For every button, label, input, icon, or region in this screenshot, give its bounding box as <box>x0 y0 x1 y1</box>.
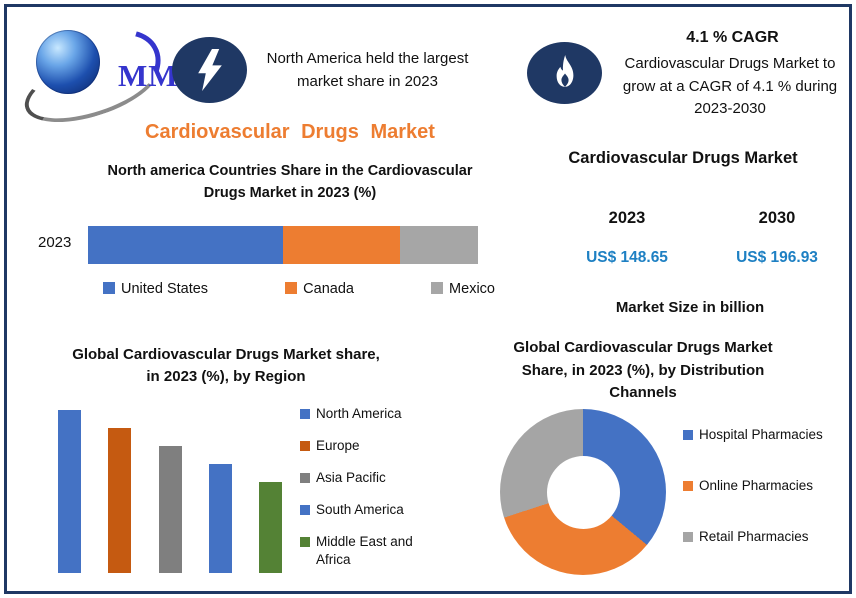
stacked-chart-title: North america Countries Share in the Car… <box>107 163 473 201</box>
legend-label-europe: Europe <box>316 437 360 453</box>
legend-swatch-asia-pacific <box>300 472 310 483</box>
legend-swatch-hospital-pharmacies <box>683 430 693 440</box>
donut-legend: Hospital Pharmacies Online Pharmacies Reta… <box>683 426 838 547</box>
legend-label-middle-east-and-africa: Middle East and Africa <box>316 533 413 568</box>
lightning-badge <box>172 37 247 103</box>
legend-swatch-retail-pharmacies <box>683 531 693 542</box>
region-bars <box>58 410 282 573</box>
legend-item-retail-pharmacies: Retail Pharmacies <box>683 528 838 547</box>
legend-item-north-america: North America <box>300 405 422 424</box>
legend-label-united-states: United States <box>121 281 209 297</box>
donut-chart-title: Global Cardiovascular Drugs Market Share… <box>513 339 773 401</box>
bar-europe <box>108 428 132 573</box>
legend-item-mexico: Mexico <box>431 280 495 300</box>
market-size-columns: 2023 US$ 148.65 2030 US$ 196.93 <box>552 209 852 267</box>
flame-badge <box>527 42 602 104</box>
stacked-bar-legend: United States Canada Mexico <box>103 280 495 300</box>
region-legend: North America Europe Asia Pacific South Ame… <box>300 405 422 570</box>
market-value-2023: US$ 148.65 <box>586 249 668 266</box>
legend-label-canada: Canada <box>303 281 354 297</box>
market-size-unit-label: Market Size in billion <box>615 299 765 316</box>
legend-swatch-united-states <box>103 282 115 294</box>
bar-segment-mexico <box>400 226 478 264</box>
legend-label-online-pharmacies: Online Pharmacies <box>699 477 814 493</box>
bar-segment-canada <box>283 226 400 264</box>
highlight-note: North America held the largest market sh… <box>266 50 469 91</box>
legend-item-hospital-pharmacies: Hospital Pharmacies <box>683 426 838 445</box>
market-size-col-2023: 2023 US$ 148.65 <box>552 209 702 267</box>
legend-item-canada: Canada <box>285 280 354 300</box>
legend-label-mexico: Mexico <box>449 281 495 297</box>
legend-swatch-europe <box>300 440 310 451</box>
lightning-icon <box>197 49 222 91</box>
donut-chart <box>500 409 666 575</box>
legend-item-asia-pacific: Asia Pacific <box>300 469 422 488</box>
legend-label-south-america: South America <box>316 501 404 517</box>
donut-hole <box>546 455 620 529</box>
legend-swatch-south-america <box>300 504 310 515</box>
legend-swatch-middle-east-and-africa <box>300 536 310 547</box>
legend-swatch-canada <box>285 282 298 294</box>
legend-label-asia-pacific: Asia Pacific <box>316 469 386 485</box>
year-label-2030: 2030 <box>758 209 796 227</box>
mmr-logo: MMR <box>16 16 201 137</box>
market-size-title: Cardiovascular Drugs Market <box>568 149 798 167</box>
legend-item-middle-east-and-africa: Middle East and Africa <box>300 533 422 571</box>
globe-icon <box>36 30 100 94</box>
main-title: Cardiovascular Drugs Market <box>145 121 435 143</box>
bar-asia-pacific <box>158 446 182 573</box>
legend-item-online-pharmacies: Online Pharmacies <box>683 477 838 496</box>
bar-middle-east-and-africa <box>259 482 282 573</box>
flame-icon <box>556 54 573 87</box>
legend-item-united-states: United States <box>103 280 208 300</box>
legend-swatch-north-america <box>300 409 310 419</box>
region-chart-title: Global Cardiovascular Drugs Market share… <box>72 346 380 385</box>
legend-label-retail-pharmacies: Retail Pharmacies <box>699 528 809 544</box>
legend-item-south-america: South America <box>300 501 422 520</box>
legend-label-north-america: North America <box>316 406 402 421</box>
bar-segment-united-states <box>88 226 283 264</box>
cagr-note: Cardiovascular Drugs Market to grow at a… <box>622 55 838 117</box>
market-value-2030: US$ 196.93 <box>736 249 818 266</box>
legend-swatch-mexico <box>431 282 444 294</box>
stacked-bar <box>88 226 478 264</box>
year-label-2023: 2023 <box>608 209 646 227</box>
cagr-title: 4.1 % CAGR <box>686 29 779 46</box>
legend-item-europe: Europe <box>300 437 422 456</box>
bar-south-america <box>208 464 232 573</box>
stacked-bar-category-label: 2023 <box>38 234 72 251</box>
legend-swatch-online-pharmacies <box>683 480 693 491</box>
legend-label-hospital-pharmacies: Hospital Pharmacies <box>699 427 823 442</box>
bar-north-america <box>58 410 81 573</box>
market-size-col-2030: 2030 US$ 196.93 <box>702 209 852 267</box>
